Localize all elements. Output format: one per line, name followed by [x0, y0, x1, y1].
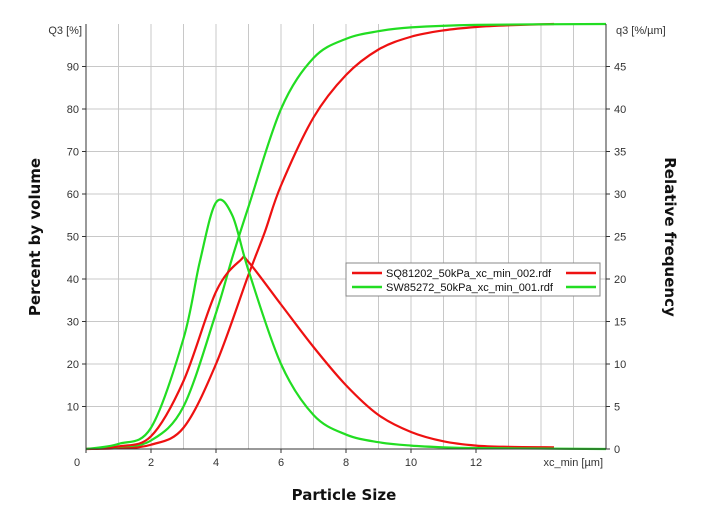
y-unit-label: Q3 [%]: [48, 25, 82, 37]
axes: 0 2 4 6 8 10 12 10 20 30 40 50 60 70 80 90 0 5 10 15 20 25 30 3…: [67, 24, 626, 469]
x-tick-label: 6: [278, 457, 284, 469]
series-line-sq81202-density: [85, 255, 555, 451]
y2-tick-label: 40: [614, 104, 626, 116]
x-axis-title: Particle Size: [292, 486, 397, 504]
y2-tick-label: 25: [614, 232, 626, 244]
series-line-sw85272-density: [85, 198, 607, 451]
x-tick-label: 12: [470, 457, 482, 469]
legend-label-sq81202: SQ81202_50kPa_xc_min_002.rdf: [386, 268, 552, 280]
x-tick-label: 4: [213, 457, 219, 469]
x-tick-label: 10: [405, 457, 417, 469]
x-tick-label: 0: [74, 457, 80, 469]
series-line-sq81202-cumulative: [85, 22, 555, 451]
y-tick-label: 50: [67, 232, 79, 244]
y2-tick-label: 10: [614, 359, 626, 371]
legend: SQ81202_50kPa_xc_min_002.rdf SW85272_50k…: [345, 262, 601, 297]
x-unit-label: xc_min [µm]: [543, 457, 603, 469]
y-tick-label: 10: [67, 402, 79, 414]
y-tick-label: 20: [67, 359, 79, 371]
y2-tick-label: 35: [614, 147, 626, 159]
x-tick-label: 8: [343, 457, 349, 469]
y2-tick-label: 30: [614, 189, 626, 201]
legend-label-sw85272: SW85272_50kPa_xc_min_001.rdf: [386, 282, 554, 294]
legend-box: [345, 262, 601, 297]
series-curves: [85, 22, 607, 451]
y-axis-title: Percent by volume: [26, 158, 44, 316]
y-tick-label: 80: [67, 104, 79, 116]
x-tick-label: 2: [148, 457, 154, 469]
y-tick-label: 60: [67, 189, 79, 201]
y2-unit-label: q3 [%/µm]: [616, 25, 666, 37]
y2-tick-label: 15: [614, 317, 626, 329]
y2-tick-label: 5: [614, 402, 620, 414]
y2-tick-label: 0: [614, 444, 620, 456]
y2-tick-label: 45: [614, 62, 626, 74]
y2-tick-label: 20: [614, 274, 626, 286]
series-line-sw85272-cumulative: [85, 22, 607, 451]
y-tick-label: 90: [67, 62, 79, 74]
y2-axis-title: Relative frequency: [661, 157, 679, 317]
y-tick-label: 30: [67, 317, 79, 329]
y-tick-label: 40: [67, 274, 79, 286]
y-tick-label: 70: [67, 147, 79, 159]
grid: [86, 24, 606, 449]
